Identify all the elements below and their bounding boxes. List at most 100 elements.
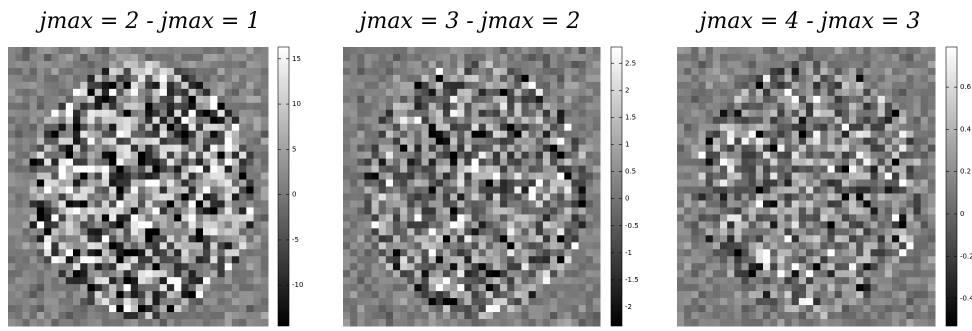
heatmap-cell bbox=[109, 81, 117, 90]
heatmap-cell bbox=[471, 179, 480, 187]
heatmap-cell bbox=[210, 172, 218, 181]
heatmap-cell bbox=[101, 277, 110, 285]
heatmap-cell bbox=[585, 158, 594, 167]
heatmap-cell bbox=[22, 214, 31, 222]
heatmap-cell bbox=[378, 298, 387, 306]
heatmap-cell bbox=[705, 67, 714, 76]
heatmap-cell bbox=[260, 200, 269, 208]
heatmap-cell bbox=[870, 256, 879, 264]
heatmap-cell bbox=[849, 137, 857, 146]
heatmap-cell bbox=[73, 123, 81, 132]
heatmap-cell bbox=[806, 144, 814, 153]
heatmap-cell bbox=[8, 172, 16, 181]
heatmap-cell bbox=[239, 116, 247, 125]
heatmap-cell bbox=[705, 277, 714, 285]
heatmap-cell bbox=[727, 284, 735, 292]
heatmap-cell bbox=[798, 228, 807, 236]
heatmap-cell bbox=[755, 186, 764, 194]
heatmap-cell bbox=[217, 270, 226, 278]
heatmap-cell bbox=[435, 67, 444, 76]
heatmap-cell bbox=[542, 109, 551, 118]
heatmap-cell bbox=[188, 193, 197, 201]
heatmap-cell bbox=[720, 235, 728, 243]
heatmap-cell bbox=[8, 116, 16, 125]
heatmap-cell bbox=[181, 102, 190, 111]
heatmap-cell bbox=[720, 179, 728, 187]
heatmap-cell bbox=[181, 207, 190, 215]
heatmap-cell bbox=[820, 102, 828, 111]
heatmap-cell bbox=[58, 179, 67, 187]
heatmap-cell bbox=[65, 312, 74, 320]
heatmap-cell bbox=[684, 47, 692, 55]
heatmap-cell bbox=[392, 102, 401, 111]
heatmap-cell bbox=[806, 277, 814, 285]
heatmap-cell bbox=[246, 151, 255, 160]
heatmap-cell bbox=[364, 102, 373, 111]
heatmap-cell bbox=[116, 263, 125, 271]
heatmap-cell bbox=[101, 137, 110, 146]
heatmap-cell bbox=[51, 214, 60, 222]
heatmap-cell bbox=[500, 158, 508, 167]
heatmap-cell bbox=[492, 158, 501, 167]
heatmap-cell bbox=[542, 95, 551, 104]
heatmap-cell bbox=[485, 256, 494, 264]
heatmap-cell bbox=[44, 53, 52, 62]
heatmap-cell bbox=[350, 81, 358, 90]
heatmap-cell bbox=[478, 109, 487, 118]
heatmap-cell bbox=[820, 95, 828, 104]
heatmap-cell bbox=[203, 81, 211, 90]
heatmap-cell bbox=[870, 186, 879, 194]
heatmap-cell bbox=[101, 165, 110, 174]
heatmap-cell bbox=[407, 53, 415, 62]
heatmap-cell bbox=[592, 228, 601, 236]
heatmap-cell bbox=[73, 298, 81, 306]
heatmap-cell bbox=[253, 291, 262, 299]
heatmap-cell bbox=[407, 144, 415, 153]
heatmap-cell bbox=[239, 172, 247, 181]
heatmap-cell bbox=[892, 95, 900, 104]
heatmap-cell bbox=[755, 284, 764, 292]
heatmap-cell bbox=[820, 116, 828, 125]
heatmap-cell bbox=[535, 319, 544, 327]
heatmap-cell bbox=[827, 270, 836, 278]
heatmap-cell bbox=[892, 151, 900, 160]
heatmap-cell bbox=[392, 151, 401, 160]
heatmap-cell bbox=[442, 235, 451, 243]
heatmap-cell bbox=[557, 312, 565, 320]
heatmap-cell bbox=[557, 151, 565, 160]
heatmap-cell bbox=[705, 95, 714, 104]
heatmap-cell bbox=[748, 270, 757, 278]
heatmap-cell bbox=[542, 291, 551, 299]
heatmap-cell bbox=[892, 130, 900, 139]
heatmap-cell bbox=[492, 172, 501, 181]
heatmap-cell bbox=[677, 263, 685, 271]
heatmap-cell bbox=[806, 207, 814, 215]
heatmap-cell bbox=[442, 47, 451, 55]
heatmap-cell bbox=[578, 81, 587, 90]
heatmap-cell bbox=[51, 179, 60, 187]
heatmap-cell bbox=[36, 144, 45, 153]
heatmap-cell bbox=[827, 130, 836, 139]
heatmap-cell bbox=[834, 158, 843, 167]
heatmap-cell bbox=[174, 242, 182, 250]
heatmap-cell bbox=[734, 144, 742, 153]
heatmap-cell bbox=[166, 263, 175, 271]
heatmap-cell bbox=[677, 158, 685, 167]
heatmap-cell bbox=[343, 116, 351, 125]
heatmap-cell bbox=[80, 179, 88, 187]
heatmap-cell bbox=[899, 319, 907, 327]
heatmap-cell bbox=[677, 193, 685, 201]
heatmap-cell bbox=[691, 270, 699, 278]
heatmap-cell bbox=[841, 74, 850, 83]
heatmap-cell bbox=[224, 172, 233, 181]
heatmap-cell bbox=[784, 242, 793, 250]
heatmap-cell bbox=[748, 102, 757, 111]
heatmap-cell bbox=[578, 74, 587, 83]
heatmap-cell bbox=[514, 193, 522, 201]
heatmap-cell bbox=[698, 53, 707, 62]
heatmap-cell bbox=[188, 67, 197, 76]
heatmap-cell bbox=[407, 256, 415, 264]
heatmap-cell bbox=[80, 235, 88, 243]
heatmap-cell bbox=[109, 172, 117, 181]
heatmap-cell bbox=[87, 270, 96, 278]
